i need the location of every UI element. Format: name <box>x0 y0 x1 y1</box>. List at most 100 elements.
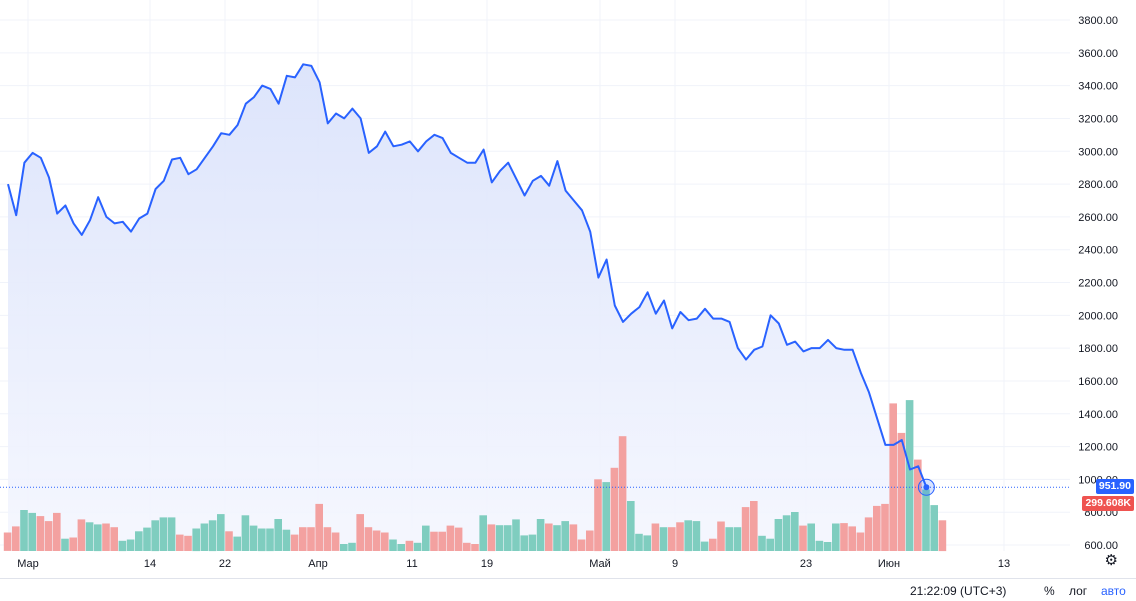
time-tick-label: 13 <box>998 558 1010 570</box>
volume-bar <box>504 525 512 551</box>
volume-bar <box>118 540 127 552</box>
volume-bar <box>832 523 840 551</box>
volume-bar <box>241 515 250 551</box>
volume-bar <box>282 529 291 551</box>
price-tick-label: 3800.00 <box>1078 15 1118 27</box>
volume-bar <box>389 539 397 551</box>
volume-bar <box>348 542 356 551</box>
volume-bar <box>651 523 660 551</box>
volume-bar <box>659 527 668 551</box>
volume-bar <box>69 537 77 551</box>
volume-bar <box>151 520 159 552</box>
volume-bar <box>422 525 430 551</box>
volume-bar <box>176 534 184 551</box>
volume-bar <box>897 432 906 551</box>
volume-bar <box>110 527 118 551</box>
volume-bar <box>618 436 627 551</box>
time-tick-label: 22 <box>219 558 231 570</box>
volume-bar <box>274 519 282 551</box>
volume-bar <box>774 519 783 551</box>
volume-bar <box>725 527 733 551</box>
volume-bar <box>430 531 438 551</box>
volume-bar <box>323 527 332 551</box>
volume-bar <box>602 482 610 551</box>
volume-bar <box>520 535 528 551</box>
volume-bar <box>889 403 897 551</box>
volume-bar <box>28 512 36 551</box>
time-tick-label: Апр <box>308 558 327 570</box>
volume-bar <box>766 538 774 551</box>
volume-bar <box>126 539 135 551</box>
volume-bar <box>807 523 815 551</box>
volume-bar <box>200 523 209 551</box>
volume-bar <box>848 526 856 551</box>
volume-bar <box>709 538 717 551</box>
volume-bar <box>700 541 709 551</box>
volume-bar <box>53 512 61 551</box>
log-scale-button[interactable]: лог <box>1069 584 1088 598</box>
price-tick-label: 3600.00 <box>1078 48 1118 60</box>
volume-bar <box>741 507 750 551</box>
volume-bar <box>938 520 947 552</box>
time-tick-label: Май <box>589 558 611 570</box>
volume-bar <box>102 523 110 551</box>
volume-bar <box>290 534 299 551</box>
volume-bar <box>487 524 496 552</box>
volume-bar <box>791 512 799 551</box>
time-tick-label: 19 <box>481 558 493 570</box>
volume-bar <box>315 503 323 551</box>
volume-bar <box>750 501 758 551</box>
gear-icon[interactable]: ⚙ <box>1104 552 1118 569</box>
volume-bar <box>553 525 561 551</box>
price-tick-label: 600.00 <box>1084 540 1118 552</box>
time-axis: Мар 14 22 Апр 11 19 Май 9 23 Июн 13 <box>17 558 1010 570</box>
volume-bar <box>643 535 651 551</box>
volume-bar <box>397 544 405 551</box>
volume-bar <box>823 542 832 551</box>
price-line-layer <box>7 63 928 488</box>
volume-bar <box>758 535 766 551</box>
volume-bar <box>159 517 168 551</box>
volume-bar <box>692 521 701 551</box>
volume-bar <box>94 524 102 552</box>
price-chart[interactable]: 3800.00 3600.00 3400.00 3200.00 3000.00 2800.… <box>0 0 1136 578</box>
volume-bar <box>864 517 873 551</box>
price-tick-label: 1200.00 <box>1078 442 1118 454</box>
volume-bar <box>217 514 225 551</box>
volume-bar <box>381 532 389 551</box>
volume-bar <box>610 467 619 551</box>
time-tick-label: 11 <box>406 558 417 570</box>
auto-scale-button[interactable]: авто <box>1101 584 1126 598</box>
percent-scale-button[interactable]: % <box>1044 584 1055 598</box>
time-tick-label: 14 <box>144 558 156 570</box>
volume-bar <box>905 400 914 551</box>
volume-bar <box>372 530 381 551</box>
volume-bar <box>135 531 143 551</box>
volume-bar <box>881 503 889 551</box>
volume-bar <box>594 479 602 552</box>
volume-bar <box>930 505 938 551</box>
price-area-fill <box>8 64 927 552</box>
volume-bar <box>405 540 414 552</box>
price-tick-label: 1600.00 <box>1078 376 1118 388</box>
volume-bar <box>233 536 241 551</box>
volume-bar <box>873 505 881 551</box>
last-price-badge: 951.90 <box>1095 479 1134 495</box>
volume-bar <box>77 519 86 551</box>
volume-bar <box>249 525 258 551</box>
volume-bar <box>225 531 233 551</box>
volume-bar <box>782 515 791 551</box>
volume-bar <box>922 489 930 551</box>
volume-bar <box>799 525 807 551</box>
volume-bar <box>331 532 340 551</box>
volume-bar <box>413 542 422 551</box>
volume-bars <box>3 400 947 552</box>
volume-bar <box>454 527 463 551</box>
volume-bar <box>12 526 20 551</box>
volume-bar <box>266 528 274 552</box>
volume-bar <box>340 544 348 551</box>
volume-bar <box>536 519 545 551</box>
volume-bar <box>143 527 151 551</box>
last-volume-badge: 299.608K <box>1082 496 1134 512</box>
price-tick-label: 1400.00 <box>1078 409 1118 421</box>
